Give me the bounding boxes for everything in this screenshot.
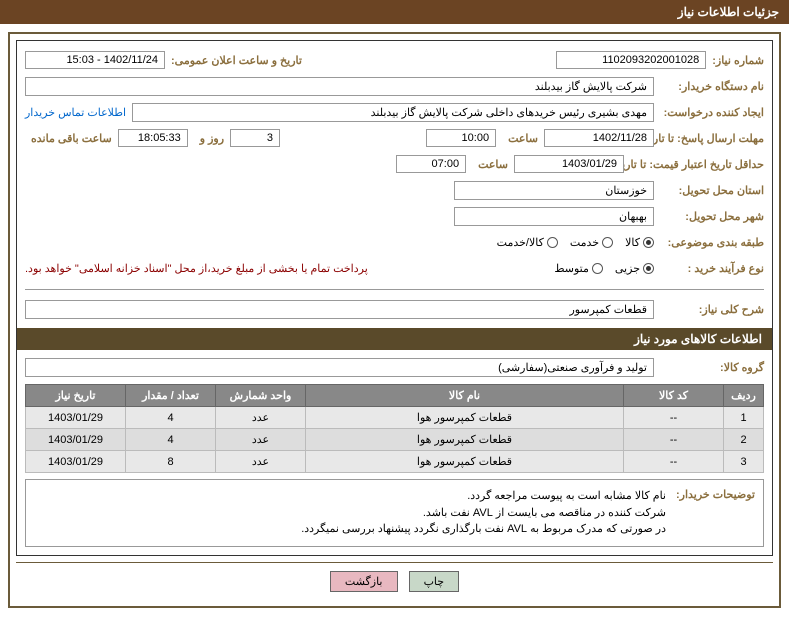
radio-minor[interactable]: جزیی	[615, 262, 654, 275]
radio-both[interactable]: کالا/خدمت	[497, 236, 558, 249]
th-date: تاریخ نیاز	[26, 385, 126, 407]
process-label: نوع فرآیند خرید :	[654, 262, 764, 275]
th-row: ردیف	[724, 385, 764, 407]
validity-label: حداقل تاریخ اعتبار قیمت: تا تاریخ:	[624, 158, 764, 171]
category-label: طبقه بندی موضوعی:	[654, 236, 764, 249]
main-frame: شماره نیاز: 1102093202001028 تاریخ و ساع…	[8, 32, 781, 608]
general-desc-value: قطعات کمپرسور	[25, 300, 654, 319]
contact-link[interactable]: اطلاعات تماس خریدار	[25, 106, 126, 119]
deadline-label: مهلت ارسال پاسخ: تا تاریخ:	[654, 132, 764, 145]
items-section-title: اطلاعات کالاهای مورد نیاز	[17, 328, 772, 350]
th-qty: تعداد / مقدار	[126, 385, 216, 407]
group-value: تولید و فرآوری صنعتی(سفارشی)	[25, 358, 654, 377]
table-cell: 1403/01/29	[26, 451, 126, 473]
remaining-label: ساعت باقی مانده	[25, 132, 112, 145]
requester-label: ایجاد کننده درخواست:	[654, 106, 764, 119]
validity-time-label: ساعت	[472, 158, 508, 171]
city-value: بهبهان	[454, 207, 654, 226]
table-cell: 4	[126, 429, 216, 451]
validity-time: 07:00	[396, 155, 466, 173]
need-number-label: شماره نیاز:	[706, 54, 764, 67]
buyer-desc-text: نام کالا مشابه است به پیوست مراجعه گردد.…	[34, 488, 666, 538]
button-bar: چاپ بازگشت	[16, 562, 773, 600]
process-radios: جزیی متوسط	[554, 262, 654, 275]
buyer-org-label: نام دستگاه خریدار:	[654, 80, 764, 93]
deadline-time-label: ساعت	[502, 132, 538, 145]
payment-note: پرداخت تمام یا بخشی از مبلغ خرید،از محل …	[25, 262, 368, 275]
need-number-value: 1102093202001028	[556, 51, 706, 69]
table-cell: قطعات کمپرسور هوا	[306, 451, 624, 473]
table-cell: --	[624, 451, 724, 473]
table-cell: قطعات کمپرسور هوا	[306, 429, 624, 451]
buyer-desc-box: توضیحات خریدار: نام کالا مشابه است به پی…	[25, 479, 764, 547]
table-cell: عدد	[216, 407, 306, 429]
buyer-org-value: شرکت پالایش گاز بیدبلند	[25, 77, 654, 96]
radio-service[interactable]: خدمت	[570, 236, 613, 249]
announce-label: تاریخ و ساعت اعلان عمومی:	[165, 54, 302, 67]
table-cell: قطعات کمپرسور هوا	[306, 407, 624, 429]
table-cell: 3	[724, 451, 764, 473]
th-unit: واحد شمارش	[216, 385, 306, 407]
th-name: نام کالا	[306, 385, 624, 407]
deadline-time: 10:00	[426, 129, 496, 147]
back-button[interactable]: بازگشت	[330, 571, 398, 592]
table-cell: 1403/01/29	[26, 407, 126, 429]
table-row: 3--قطعات کمپرسور هواعدد81403/01/29	[26, 451, 764, 473]
table-row: 1--قطعات کمپرسور هواعدد41403/01/29	[26, 407, 764, 429]
days-label: روز و	[194, 132, 224, 145]
deadline-date: 1402/11/28	[544, 129, 654, 147]
table-cell: 2	[724, 429, 764, 451]
table-cell: 4	[126, 407, 216, 429]
radio-goods[interactable]: کالا	[625, 236, 654, 249]
province-label: استان محل تحویل:	[654, 184, 764, 197]
group-label: گروه کالا:	[654, 361, 764, 374]
table-cell: 8	[126, 451, 216, 473]
category-radios: کالا خدمت کالا/خدمت	[497, 236, 654, 249]
page-header: جزئیات اطلاعات نیاز	[0, 0, 789, 24]
table-cell: 1403/01/29	[26, 429, 126, 451]
table-cell: 1	[724, 407, 764, 429]
announce-value: 1402/11/24 - 15:03	[25, 51, 165, 69]
remaining-time: 18:05:33	[118, 129, 188, 147]
buyer-desc-label: توضیحات خریدار:	[666, 488, 755, 538]
validity-date: 1403/01/29	[514, 155, 624, 173]
table-row: 2--قطعات کمپرسور هواعدد41403/01/29	[26, 429, 764, 451]
radio-medium[interactable]: متوسط	[554, 262, 603, 275]
table-cell: --	[624, 429, 724, 451]
table-cell: عدد	[216, 429, 306, 451]
th-code: کد کالا	[624, 385, 724, 407]
table-cell: عدد	[216, 451, 306, 473]
table-cell: --	[624, 407, 724, 429]
city-label: شهر محل تحویل:	[654, 210, 764, 223]
province-value: خوزستان	[454, 181, 654, 200]
items-table: ردیف کد کالا نام کالا واحد شمارش تعداد /…	[25, 384, 764, 473]
general-desc-label: شرح کلی نیاز:	[654, 303, 764, 316]
days-value: 3	[230, 129, 280, 147]
print-button[interactable]: چاپ	[409, 571, 460, 592]
requester-value: مهدی بشیری رئیس خریدهای داخلی شرکت پالای…	[132, 103, 654, 122]
